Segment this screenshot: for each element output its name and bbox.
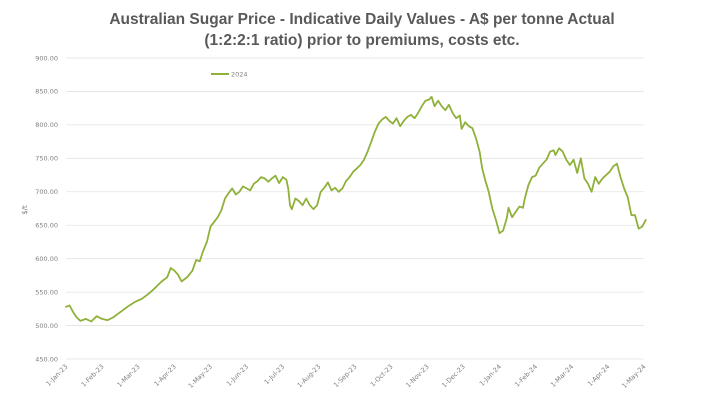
y-tick-label: 550.00 — [35, 288, 58, 296]
y-tick-label: 450.00 — [35, 355, 58, 363]
y-tick-label: 750.00 — [35, 155, 58, 163]
y-tick-label: 900.00 — [35, 54, 58, 62]
series-group — [65, 95, 647, 323]
y-tick-label: 650.00 — [35, 222, 58, 230]
y-tick-label: 700.00 — [35, 188, 58, 196]
y-axis-ticks: 450.00 500.00 550.00 600.00 650.00 700.00 750.… — [35, 54, 58, 363]
series-line-2024 — [65, 95, 647, 323]
y-tick-label: 600.00 — [35, 255, 58, 263]
y-tick-label: 850.00 — [35, 88, 58, 96]
y-tick-label: 500.00 — [35, 322, 58, 330]
chart-title-line-2: (1:2:2:1 ratio) prior to premiums, costs… — [204, 32, 519, 49]
gridlines — [66, 57, 644, 360]
y-tick-label: 800.00 — [35, 121, 58, 129]
chart-title-line-1: Australian Sugar Price - Indicative Dail… — [109, 11, 614, 28]
legend-label: 2024 — [231, 71, 248, 79]
legend: 2024 — [211, 71, 248, 79]
y-axis-label: $/t — [21, 205, 29, 215]
